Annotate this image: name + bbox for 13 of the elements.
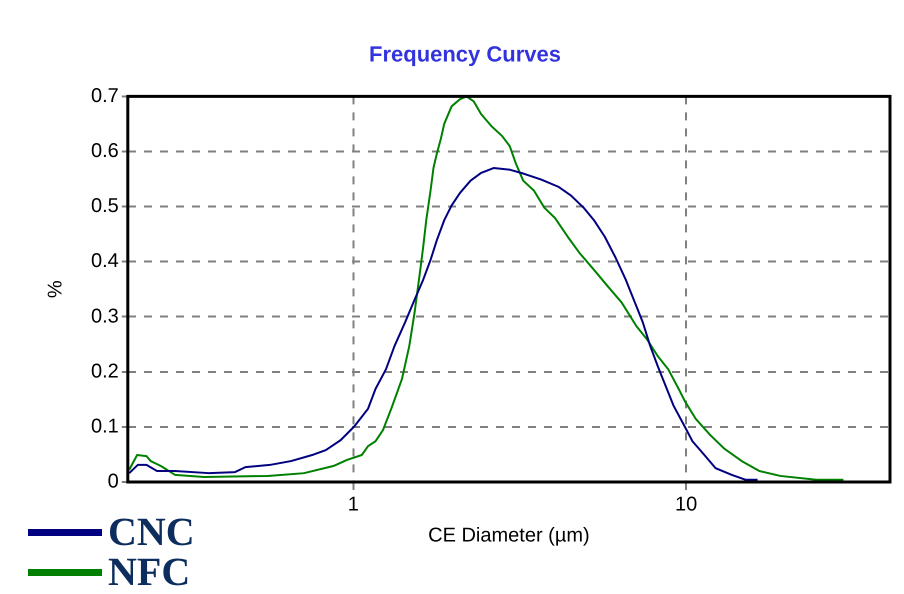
x-tick-label: 10	[674, 494, 698, 516]
chart-title: Frequency Curves	[369, 41, 561, 66]
y-tick-label: 0.3	[90, 305, 119, 328]
y-tick-label: 0.7	[90, 84, 119, 107]
y-axis-title: %	[44, 280, 67, 298]
x-tick-label: 1	[348, 494, 359, 516]
y-tick-label: 0.2	[90, 360, 119, 382]
x-axis-title: CE Diameter (µm)	[428, 524, 590, 547]
y-tick-label: 0.4	[90, 250, 119, 272]
y-tick-label: 0.6	[90, 140, 119, 162]
y-tick-label: 0.1	[90, 415, 119, 438]
y-tick-label: 0.5	[90, 195, 119, 218]
y-tick-label: 0	[108, 470, 119, 493]
